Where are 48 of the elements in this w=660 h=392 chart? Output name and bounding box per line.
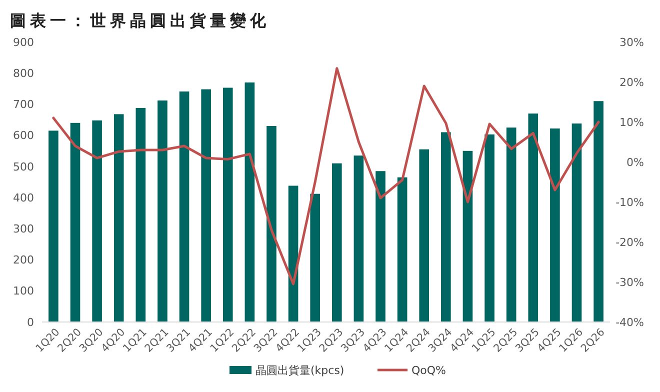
y-tick-label: 0 xyxy=(27,316,34,329)
bar xyxy=(179,91,190,322)
y-tick-label: 200 xyxy=(13,254,34,267)
bar xyxy=(441,132,451,322)
bar xyxy=(201,89,211,322)
y2-tick-label: 30% xyxy=(620,36,644,49)
bar xyxy=(266,126,276,322)
bar xyxy=(332,163,342,322)
y2-tick-label: -40% xyxy=(616,316,644,329)
y2-tick-label: -10% xyxy=(616,196,644,209)
y-tick-label: 800 xyxy=(13,66,34,80)
y2-tick-label: 20% xyxy=(620,76,644,89)
bar xyxy=(158,100,168,322)
bar xyxy=(528,114,538,322)
bar xyxy=(114,114,124,322)
bar xyxy=(244,82,255,322)
line-series xyxy=(52,67,600,286)
y2-tick-label: -30% xyxy=(616,276,644,289)
y-tick-label: 600 xyxy=(13,129,34,142)
y-tick-label: 400 xyxy=(13,191,34,204)
y-tick-label: 500 xyxy=(13,160,34,174)
y2-tick-label: 10% xyxy=(620,116,644,129)
bar xyxy=(288,186,298,322)
y-tick-label: 700 xyxy=(13,98,34,112)
y2-tick-label: 0% xyxy=(626,156,644,169)
bar xyxy=(310,194,320,322)
bar xyxy=(92,120,102,322)
bar xyxy=(419,149,430,322)
bar xyxy=(572,124,582,322)
bar xyxy=(376,171,386,322)
bar xyxy=(397,177,408,322)
bar xyxy=(462,150,473,322)
bar xyxy=(354,156,364,322)
bar xyxy=(70,122,80,322)
bar xyxy=(594,101,604,322)
bar xyxy=(136,108,146,322)
bar xyxy=(222,88,233,322)
legend-label: QoQ% xyxy=(412,364,446,377)
bar xyxy=(48,130,58,322)
y2-tick-label: -20% xyxy=(616,236,644,249)
bar xyxy=(484,134,494,322)
chart-title: 圖表一：世界晶圓出貨量變化 xyxy=(10,11,270,30)
y-tick-label: 100 xyxy=(13,284,34,298)
y-tick-label: 900 xyxy=(13,36,34,49)
legend-label: 晶圓出貨量(kpcs) xyxy=(256,364,344,377)
bar xyxy=(550,128,560,322)
bar xyxy=(506,128,516,322)
y-tick-label: 300 xyxy=(13,222,34,236)
